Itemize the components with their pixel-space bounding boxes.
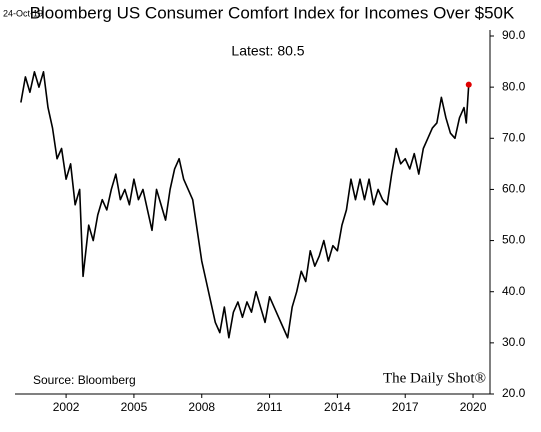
x-tick-label: 2005 (121, 400, 148, 414)
x-tick-label: 2020 (460, 400, 487, 414)
source: Source: Bloomberg (33, 373, 136, 387)
annotation: Latest: 80.5 (231, 43, 304, 59)
y-tick-label: 40.0 (502, 284, 526, 298)
date-label: 24-Oct-19 (3, 8, 43, 18)
y-tick-label: 20.0 (502, 386, 526, 400)
brand: The Daily Shot® (383, 370, 486, 386)
y-tick-label: 80.0 (502, 79, 526, 93)
y-tick-label: 60.0 (502, 182, 526, 196)
x-tick-label: 2014 (324, 400, 351, 414)
latest-point (465, 81, 472, 88)
x-tick-label: 2008 (188, 400, 215, 414)
y-tick-label: 30.0 (502, 335, 526, 349)
y-tick-label: 50.0 (502, 233, 526, 247)
y-tick-label: 70.0 (502, 130, 526, 144)
chart-title: Bloomberg US Consumer Comfort Index for … (30, 3, 515, 22)
x-tick-label: 2011 (257, 400, 283, 414)
x-tick-label: 2017 (392, 400, 419, 414)
y-tick-label: 90.0 (502, 28, 526, 42)
x-tick-label: 2002 (53, 400, 80, 414)
line (20, 71, 470, 339)
